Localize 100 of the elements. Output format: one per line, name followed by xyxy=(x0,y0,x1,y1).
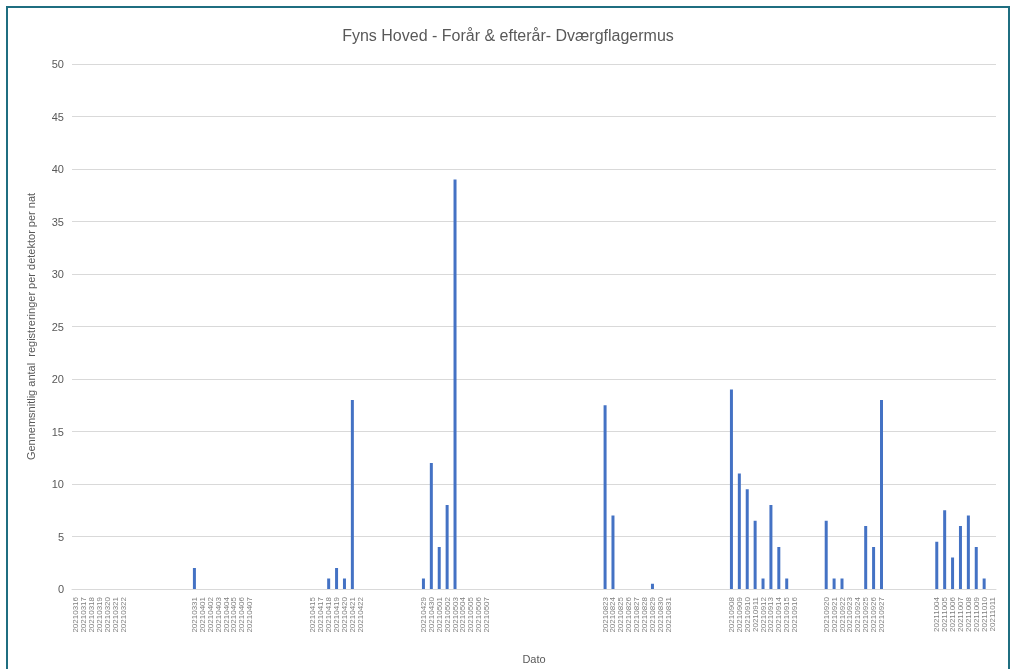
x-tick-label: 20210916 xyxy=(790,596,800,633)
x-tick-label: 20211004 xyxy=(932,596,942,632)
x-tick-label: 20210407 xyxy=(245,596,255,633)
bar xyxy=(350,400,354,589)
bar xyxy=(753,520,757,589)
x-tick-label: 20210926 xyxy=(869,596,879,633)
x-tick-label: 20210318 xyxy=(87,596,97,633)
x-tick-label: 20210828 xyxy=(640,596,650,633)
y-tick-label: 5 xyxy=(57,530,64,543)
x-tick-label: 20210402 xyxy=(205,596,215,633)
bar xyxy=(327,578,331,589)
bar xyxy=(840,578,844,589)
bar xyxy=(335,568,339,589)
x-tick-label: 20210321 xyxy=(110,596,120,633)
x-tick-label: 20210322 xyxy=(118,596,128,633)
bar xyxy=(445,505,449,589)
x-tick-label: 20210829 xyxy=(647,596,657,633)
y-tick-label: 20 xyxy=(51,373,64,385)
x-tick-label: 20210404 xyxy=(221,596,231,633)
bar xyxy=(958,526,962,589)
x-tick-label: 20210908 xyxy=(726,596,736,633)
x-tick-label: 20210927 xyxy=(876,596,886,633)
y-tick-label: 10 xyxy=(51,478,64,490)
x-tick-label: 20210430 xyxy=(426,596,436,633)
bar xyxy=(192,568,196,589)
bar xyxy=(951,557,955,589)
x-tick-label: 20210405 xyxy=(229,596,239,633)
x-tick-label: 20210914 xyxy=(774,596,784,633)
bar xyxy=(453,179,457,589)
x-tick-label: 20210825 xyxy=(616,596,626,633)
x-tick-label: 20210501 xyxy=(434,596,444,633)
bar xyxy=(982,578,986,589)
bar xyxy=(729,389,733,589)
x-tick-label: 20210317 xyxy=(79,596,89,633)
x-tick-label: 20210419 xyxy=(332,596,342,633)
x-tick-label: 20211011 xyxy=(987,596,997,632)
bar xyxy=(737,473,741,589)
x-tick-label: 20210826 xyxy=(624,596,634,633)
x-tick-label: 20210920 xyxy=(821,596,831,633)
bar xyxy=(761,578,765,589)
x-tick-label: 20210418 xyxy=(324,596,334,633)
y-tick-label: 30 xyxy=(51,268,64,280)
x-tick-label: 20210923 xyxy=(845,596,855,633)
x-tick-label: 20210921 xyxy=(829,596,839,633)
x-tick-label: 20210319 xyxy=(95,596,105,633)
bar xyxy=(864,526,868,589)
x-tick-label: 20210316 xyxy=(71,596,81,633)
y-tick-label: 35 xyxy=(51,215,64,228)
y-tick-label: 0 xyxy=(57,583,64,595)
x-tick-label: 20210420 xyxy=(339,596,349,633)
bar xyxy=(974,547,978,589)
bar xyxy=(745,489,749,589)
x-tick-label: 20210912 xyxy=(758,596,768,633)
bar xyxy=(611,515,615,589)
x-tick-label: 20210827 xyxy=(632,596,642,633)
bar xyxy=(650,583,654,589)
x-tick-label: 20210504 xyxy=(458,596,468,633)
x-tick-label: 20210502 xyxy=(442,596,452,633)
x-tick-label: 20211010 xyxy=(979,596,989,632)
bar xyxy=(769,505,773,589)
bar xyxy=(943,510,947,589)
bar xyxy=(935,541,939,589)
bar xyxy=(342,578,346,589)
x-tick-label: 20210823 xyxy=(600,596,610,633)
bar xyxy=(966,515,970,589)
x-tick-label: 20210909 xyxy=(734,596,744,633)
y-axis-title: Gennemsnitlig antal registreringer per detektor per nat xyxy=(24,192,37,461)
x-tick-label: 20210403 xyxy=(213,596,223,633)
x-tick-label: 20210831 xyxy=(663,596,673,633)
chart-title: Fyns Hoved - Forår & efterår- Dværgflagermus xyxy=(342,26,674,44)
x-tick-label: 20210429 xyxy=(418,596,428,633)
x-tick-label: 20210422 xyxy=(355,596,365,633)
x-tick-label: 20210922 xyxy=(837,596,847,633)
x-tick-label: 20210507 xyxy=(482,596,492,633)
x-tick-label: 20211006 xyxy=(948,596,958,632)
bar xyxy=(437,547,441,589)
x-tick-label: 20210924 xyxy=(853,596,863,633)
y-tick-label: 40 xyxy=(51,163,64,175)
bar xyxy=(777,547,781,589)
x-tick-label: 20210505 xyxy=(466,596,476,633)
bar xyxy=(832,578,836,589)
x-axis-title: Dato xyxy=(522,652,546,665)
y-tick-label: 15 xyxy=(51,425,64,438)
y-tick-label: 25 xyxy=(51,320,64,333)
x-tick-label: 20210830 xyxy=(655,596,665,633)
x-tick-label: 20210503 xyxy=(450,596,460,633)
x-tick-label: 20211008 xyxy=(963,596,973,632)
x-tick-label: 20210506 xyxy=(474,596,484,633)
bar xyxy=(429,463,433,589)
x-tick-label: 20210915 xyxy=(782,596,792,633)
bar xyxy=(872,547,876,589)
x-tick-label: 20210415 xyxy=(308,596,318,633)
x-tick-label: 20210925 xyxy=(861,596,871,633)
y-tick-label: 45 xyxy=(51,110,64,123)
x-tick-label: 20210911 xyxy=(750,596,760,632)
x-tick-label: 20210401 xyxy=(197,596,207,633)
x-tick-label: 20210913 xyxy=(766,596,776,633)
bar xyxy=(879,400,883,589)
bar xyxy=(824,520,828,589)
bar xyxy=(421,578,425,589)
